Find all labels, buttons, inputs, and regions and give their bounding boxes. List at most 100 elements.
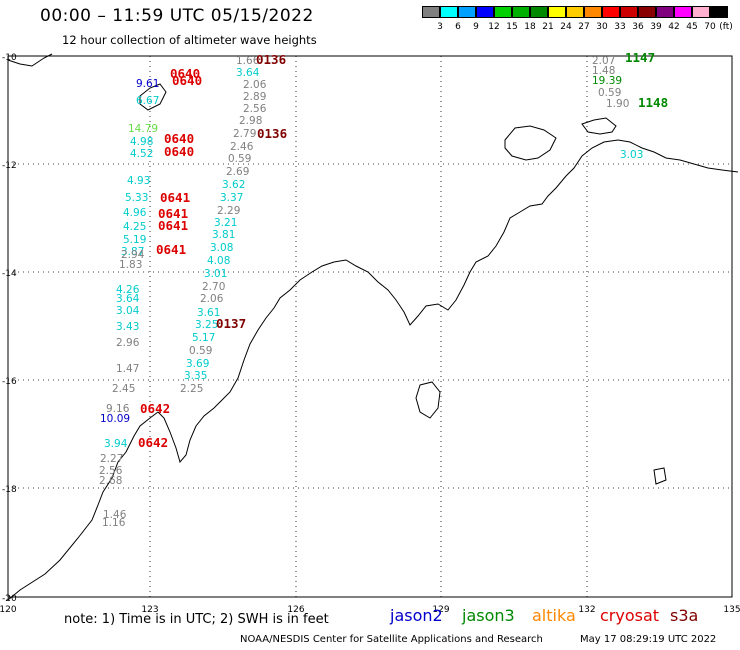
pass-time-label: 0641 xyxy=(160,190,190,205)
wave-height-value: 3.64 xyxy=(236,67,260,79)
wave-height-value: 1.66 xyxy=(236,55,260,67)
pass-time-label: 0641 xyxy=(158,218,188,233)
wave-height-value: 2.46 xyxy=(230,141,254,153)
wave-height-value: 3.08 xyxy=(210,242,233,254)
legend-swatch xyxy=(512,6,530,18)
wave-height-value: 2.06 xyxy=(243,79,267,91)
wave-height-value: 5.19 xyxy=(123,234,146,246)
wave-height-value: 9.16 xyxy=(106,403,130,415)
legend-swatch xyxy=(638,6,656,18)
wave-height-value: 5.17 xyxy=(192,332,215,344)
wave-height-value: 2.68 xyxy=(99,475,122,487)
latitude-label: -10 xyxy=(2,53,17,63)
wave-height-value: 3.03 xyxy=(620,149,643,161)
legend-label: 36 xyxy=(632,22,644,32)
wave-height-value: 0.59 xyxy=(228,153,251,165)
pass-time-label: 0640 xyxy=(172,73,202,88)
legend-label: 39 xyxy=(650,22,662,32)
legend-swatch xyxy=(494,6,512,18)
wave-height-value: 3.35 xyxy=(184,370,207,382)
wave-height-value: 2.70 xyxy=(202,281,225,293)
pass-time-label: 0642 xyxy=(138,435,168,450)
wave-height-value: 2.69 xyxy=(226,166,249,178)
wave-height-value: 10.09 xyxy=(100,413,130,425)
wave-height-value: 3.43 xyxy=(116,321,139,333)
wave-height-value: 3.62 xyxy=(222,179,245,191)
bathurst-island xyxy=(504,125,557,161)
wave-height-value: 14.79 xyxy=(128,123,158,135)
wave-height-value: 3.04 xyxy=(116,305,140,317)
wave-height-value: 3.25 xyxy=(195,319,218,331)
legend-swatch xyxy=(548,6,566,18)
pass-time-label: 0640 xyxy=(170,66,200,81)
wave-height-value: 3.87 xyxy=(121,246,144,258)
legend-swatch xyxy=(602,6,620,18)
longitude-label: 132 xyxy=(578,605,595,615)
lat-lon-grid xyxy=(7,55,733,598)
wave-height-value: 3.37 xyxy=(220,192,243,204)
wave-height-value: 2.96 xyxy=(116,337,140,349)
satellite-name: altika xyxy=(532,606,576,625)
latitude-label: -12 xyxy=(2,161,17,171)
wave-height-value: 1.47 xyxy=(116,363,139,375)
wave-height-value: 19.39 xyxy=(592,75,622,87)
wave-height-value: 3.01 xyxy=(204,268,227,280)
longitude-label: 126 xyxy=(287,605,304,615)
wave-height-value: 3.64 xyxy=(116,293,140,305)
latitude-label: -14 xyxy=(2,269,17,279)
satellite-name: cryosat xyxy=(600,606,660,625)
wave-height-value: 4.52 xyxy=(130,148,153,160)
wave-height-value: 3.61 xyxy=(197,307,220,319)
wave-height-value: 2.29 xyxy=(217,205,240,217)
legend-swatch xyxy=(530,6,548,18)
legend-label: 27 xyxy=(578,22,590,32)
pass-time-label: 0641 xyxy=(156,242,186,257)
wave-height-value: 1.83 xyxy=(119,259,142,271)
pass-time-label: 0641 xyxy=(158,206,188,221)
wave-height-value: 2.07 xyxy=(592,55,615,67)
legend-swatch xyxy=(458,6,476,18)
legend-label: 6 xyxy=(455,22,461,32)
legend-swatch xyxy=(440,6,458,18)
legend-label: 45 xyxy=(686,22,698,32)
wave-height-value: 3.69 xyxy=(186,358,209,370)
pass-time-label: 1148 xyxy=(638,95,668,110)
wave-height-value: 2.89 xyxy=(243,91,266,103)
wave-height-value: 2.56 xyxy=(243,103,267,115)
wave-height-value: 0.59 xyxy=(598,87,621,99)
wave-height-value: 4.08 xyxy=(207,255,230,267)
legend-label: 21 xyxy=(542,22,554,32)
longitude-label: 135 xyxy=(723,605,740,615)
legend-swatch xyxy=(620,6,638,18)
longitude-label: 120 xyxy=(0,605,17,615)
wave-height-value: 2.98 xyxy=(239,115,262,127)
wave-height-value: 3.81 xyxy=(212,229,235,241)
legend-label: 15 xyxy=(506,22,518,32)
footnote: note: 1) Time is in UTC; 2) SWH is in fe… xyxy=(64,612,329,627)
wave-height-value: 4.26 xyxy=(116,284,140,296)
wave-height-value: 2.56 xyxy=(99,465,123,477)
groote-eylandt xyxy=(415,381,441,419)
pass-time-label: 0642 xyxy=(140,401,170,416)
page-title: 00:00 – 11:59 UTC 05/15/2022 xyxy=(40,6,314,26)
wave-height-value: 3.21 xyxy=(214,217,237,229)
wave-height-value: 2.79 xyxy=(233,128,256,140)
latitude-label: -16 xyxy=(2,377,17,387)
legend-label: 24 xyxy=(560,22,572,32)
legend-label: 3 xyxy=(437,22,443,32)
credit-line: NOAA/NESDIS Center for Satellite Applica… xyxy=(240,634,543,645)
wave-height-value: 3.94 xyxy=(104,438,128,450)
pass-time-label: 0136 xyxy=(256,52,286,67)
wave-height-value: 6.67 xyxy=(136,95,159,107)
longitude-label: 129 xyxy=(432,605,449,615)
wave-height-value: 2.06 xyxy=(200,293,224,305)
coastline xyxy=(7,53,739,601)
wave-height-value: 2.45 xyxy=(112,383,135,395)
mornington-island xyxy=(653,467,667,485)
legend-label: 70 xyxy=(704,22,716,32)
wave-height-value: 0.59 xyxy=(189,345,212,357)
legend-label: 18 xyxy=(524,22,536,32)
satellite-name: jason2 xyxy=(390,606,443,625)
wave-height-value: 4.96 xyxy=(123,207,147,219)
